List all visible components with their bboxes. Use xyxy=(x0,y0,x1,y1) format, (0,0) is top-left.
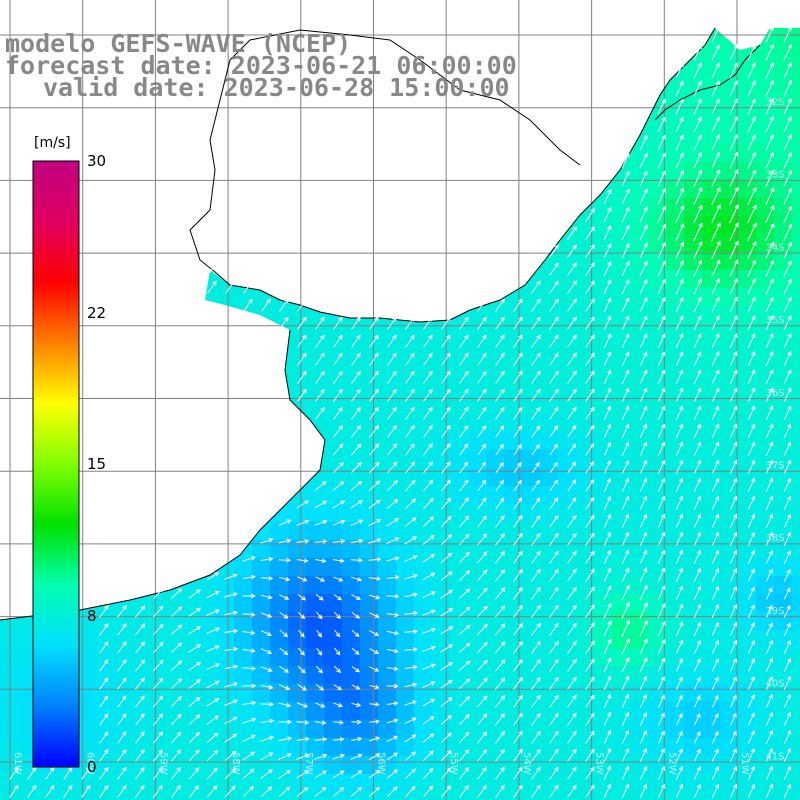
title-model: modelo GEFS-WAVE (NCEP) xyxy=(5,29,351,58)
colorbar: [m/s] 30 22 15 8 0 xyxy=(32,135,106,776)
lat-label: 34S xyxy=(765,242,784,253)
title-forecast-date: forecast date: 2023-06-21 06:00:00 xyxy=(5,51,517,80)
lat-label: 40S xyxy=(765,679,784,690)
lon-label: 51W xyxy=(739,752,750,775)
lon-label: 52W xyxy=(666,752,677,775)
lat-label: 35S xyxy=(765,315,784,326)
latitude-labels: 32S 33S 34S 35S 36S 37S 38S 39S 40S 41S xyxy=(765,97,784,762)
lon-label: 58W xyxy=(230,752,241,775)
lon-label: 57W xyxy=(303,752,314,775)
lat-label: 38S xyxy=(765,533,784,544)
colorbar-bar xyxy=(32,160,80,768)
lat-label: 41S xyxy=(765,751,784,762)
lon-label: 55W xyxy=(448,752,459,775)
lat-label: 37S xyxy=(765,461,784,472)
lat-label: 32S xyxy=(765,97,784,108)
lat-label: 33S xyxy=(765,170,784,181)
land-mask xyxy=(0,0,800,620)
colorbar-tick-0: 0 xyxy=(87,758,97,776)
wind-vectors xyxy=(9,25,793,799)
title-valid-date: valid date: 2023-06-28 15:00:00 xyxy=(43,73,510,102)
colorbar-tick-8: 8 xyxy=(87,607,97,625)
title-block: modelo GEFS-WAVE (NCEP) forecast date: 2… xyxy=(5,29,517,102)
lon-label: 59W xyxy=(157,752,168,775)
colorbar-tick-30: 30 xyxy=(87,152,106,170)
lon-label: 54W xyxy=(521,752,532,775)
lon-label: 53W xyxy=(594,752,605,775)
lat-label: 39S xyxy=(765,606,784,617)
lon-label: 61W xyxy=(12,752,23,775)
lat-label: 36S xyxy=(765,388,784,399)
lon-label: 56W xyxy=(376,752,387,775)
colorbar-unit: [m/s] xyxy=(34,135,71,151)
lon-label: 60W xyxy=(85,752,96,775)
longitude-labels: 61W60W59W58W57W56W55W54W53W52W51W50W xyxy=(12,752,750,775)
continent-land xyxy=(0,0,800,620)
coastline xyxy=(0,27,761,621)
colorbar-tick-15: 15 xyxy=(87,455,106,473)
colorbar-tick-22: 22 xyxy=(87,304,106,322)
